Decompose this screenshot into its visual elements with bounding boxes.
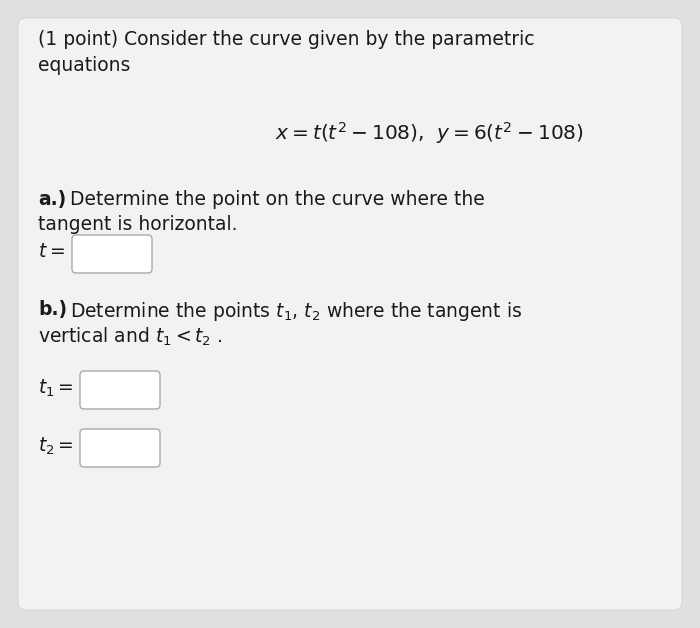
Text: $x = t(t^2 - 108),$: $x = t(t^2 - 108),$ <box>276 120 424 144</box>
FancyBboxPatch shape <box>80 429 160 467</box>
Text: $y = 6(t^2 - 108)$: $y = 6(t^2 - 108)$ <box>436 120 584 146</box>
Text: a.): a.) <box>38 190 66 209</box>
Text: $t_1 =$: $t_1 =$ <box>38 378 74 399</box>
Text: b.): b.) <box>38 300 67 319</box>
Text: $t_2 =$: $t_2 =$ <box>38 436 74 457</box>
Text: equations: equations <box>38 56 130 75</box>
Text: $t =$: $t =$ <box>38 242 65 261</box>
Text: tangent is horizontal.: tangent is horizontal. <box>38 215 237 234</box>
FancyBboxPatch shape <box>72 235 152 273</box>
FancyBboxPatch shape <box>80 371 160 409</box>
Text: Determine the points $t_1$, $t_2$ where the tangent is: Determine the points $t_1$, $t_2$ where … <box>70 300 522 323</box>
FancyBboxPatch shape <box>18 18 682 610</box>
Text: (1 point) Consider the curve given by the parametric: (1 point) Consider the curve given by th… <box>38 30 535 49</box>
Text: Determine the point on the curve where the: Determine the point on the curve where t… <box>70 190 484 209</box>
Text: vertical and $t_1 < t_2$ .: vertical and $t_1 < t_2$ . <box>38 326 223 349</box>
